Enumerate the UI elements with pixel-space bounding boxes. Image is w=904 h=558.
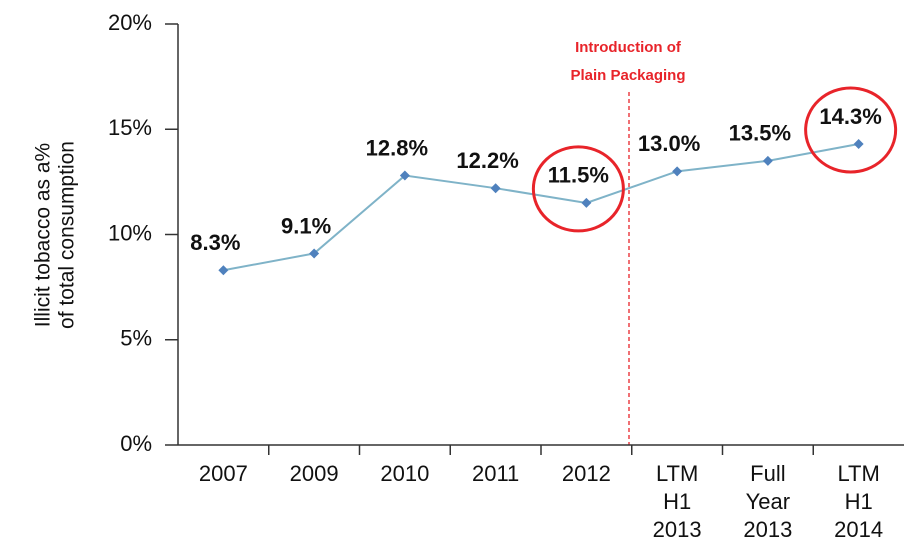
x-tick-label: 2012 — [562, 461, 611, 486]
y-tick-label: 20% — [108, 10, 152, 35]
highlight-circle — [804, 86, 898, 174]
marker — [309, 248, 320, 259]
data-label: 12.2% — [456, 148, 518, 173]
x-tick-label: LTM H1 2013 — [653, 461, 702, 542]
annotation: Introduction of — [575, 39, 682, 56]
y-tick-label: 0% — [120, 431, 152, 456]
y-tick-label: 5% — [120, 326, 152, 351]
marker — [490, 183, 501, 194]
data-label: 11.5% — [548, 163, 609, 188]
marker — [762, 155, 773, 166]
x-tick-label: LTM H1 2014 — [834, 461, 883, 542]
highlight-circle — [531, 145, 625, 233]
data-label: 8.3% — [190, 230, 240, 255]
x-tick-label: Full Year 2013 — [743, 461, 792, 542]
data-label: 13.5% — [729, 121, 791, 146]
marker — [581, 197, 592, 208]
x-tick-label: 2007 — [199, 461, 248, 486]
marker — [853, 138, 864, 149]
y-tick-label: 10% — [108, 220, 152, 245]
y-axis-label: of total consumption — [56, 141, 79, 329]
marker — [218, 265, 229, 276]
series-line — [223, 143, 859, 272]
data-label: 12.8% — [366, 135, 428, 160]
x-tick-label: 2010 — [380, 461, 429, 486]
data-label: 9.1% — [281, 213, 331, 238]
marker — [399, 170, 410, 181]
x-tick-label: 2009 — [290, 461, 339, 486]
data-label: 13.0% — [638, 131, 700, 156]
y-axis-label: Illicit tobacco as a% — [32, 143, 55, 327]
annotation: Plain Packaging — [570, 67, 685, 84]
marker — [672, 166, 683, 177]
data-label: 14.3% — [819, 104, 881, 129]
x-tick-label: 2011 — [472, 461, 519, 486]
y-tick-label: 15% — [108, 115, 152, 140]
